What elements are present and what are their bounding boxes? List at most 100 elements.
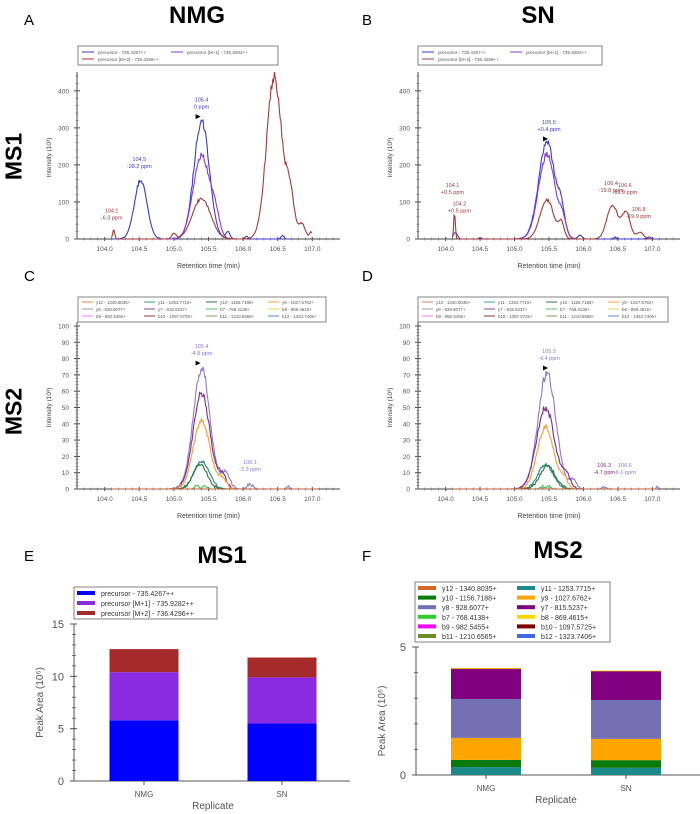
y-tick-label: 30 — [403, 438, 411, 445]
legend: y12 - 1340.8035+ y11 - 1253.7715+ y10 - 11… — [414, 581, 611, 643]
legend-label: y11 - 1253.7715+ — [498, 300, 532, 305]
legend-label: y9 - 1027.6762+ — [622, 300, 654, 305]
bar-segment — [451, 767, 521, 775]
legend-swatch — [517, 624, 535, 629]
peak-annotation-ppm: +0.5 ppm — [441, 190, 465, 196]
legend-swatch — [77, 591, 95, 595]
bar-segment — [109, 672, 179, 721]
series-line — [111, 460, 319, 490]
peak-annotation-ppm: -19.8 ppm — [599, 188, 624, 194]
legend-label: precursor [M+2] - 736.4296++ — [438, 57, 499, 62]
peak-annotation-ppm: -4.7 ppm — [593, 470, 615, 476]
panel-letter-b: B — [362, 12, 373, 29]
legend: y12 - 1340.8035+ y11 - 1253.7715+ y10 - 11… — [417, 296, 669, 323]
x-tick-label: 106.5 — [270, 246, 287, 253]
x-tick-label: 105.5 — [200, 246, 217, 253]
x-tick-label: NMG — [135, 790, 154, 799]
legend-label: y8 - 928.6077+ — [96, 307, 126, 312]
legend-label: precursor [M+1] - 735.9282++ — [187, 50, 248, 55]
legend-label: precursor - 735.4267++ — [98, 50, 146, 55]
x-tick-label: 106.5 — [270, 496, 287, 503]
x-tick-label: 104.5 — [131, 496, 148, 503]
legend-label: precursor [M+2] - 736.4296++ — [98, 57, 159, 62]
legend: y12 - 1340.8035+ y11 - 1253.7715+ y10 - 11… — [77, 296, 327, 323]
legend-label: b11 - 1210.6565+ — [442, 634, 497, 641]
legend-label: y11 - 1253.7715+ — [541, 586, 595, 593]
y-axis-label: Peak Area (10⁶) — [377, 686, 388, 757]
legend-label: b7 - 768.4138+ — [560, 307, 590, 312]
x-tick-label: 104.5 — [472, 496, 489, 503]
x-tick-label: 106.0 — [575, 246, 592, 253]
y-tick-label: 100 — [58, 199, 69, 206]
x-tick-label: 105.0 — [506, 496, 523, 503]
legend-label: b7 - 768.4138+ — [220, 307, 250, 312]
panel-letter-c: C — [24, 268, 35, 285]
legend-box — [417, 45, 603, 66]
y-tick-label: 30 — [62, 438, 70, 445]
bar-segment — [109, 649, 179, 673]
peak-annotation-ppm: +0.5 ppm — [448, 208, 472, 214]
legend-box — [414, 581, 611, 643]
panel-letter-a: A — [24, 12, 35, 29]
bar-segment — [247, 677, 317, 724]
series-line — [111, 391, 319, 490]
peak-annotation-ppm: -19.9 ppm — [626, 214, 651, 220]
y-tick-label: 0 — [58, 776, 64, 788]
y-tick-label: 0 — [406, 237, 410, 244]
legend-swatch — [517, 634, 535, 638]
y-tick-label: 90 — [403, 340, 411, 347]
panel-letter-d: D — [362, 268, 373, 285]
bar-segment — [451, 737, 521, 760]
legend-label: b10 - 1097.5725+ — [498, 314, 533, 319]
legend-swatch — [517, 605, 535, 610]
legend-box — [417, 296, 669, 323]
column-title-sn: SN — [521, 2, 555, 29]
legend-label: y11 - 1253.7715+ — [158, 300, 192, 305]
bar-segment — [591, 699, 661, 739]
legend-label: y9 - 1027.6762+ — [282, 300, 314, 305]
legend-swatch — [418, 634, 436, 638]
legend-label: b9 - 982.5455+ — [442, 624, 489, 631]
x-tick-label: 104.0 — [437, 496, 454, 503]
apex-marker-icon — [195, 360, 201, 366]
y-tick-label: 0 — [65, 487, 69, 494]
legend-swatch — [517, 595, 535, 600]
peak-annotation-ppm: -6.3 ppm — [101, 216, 123, 222]
legend-label: b12 - 1323.7406+ — [541, 634, 596, 641]
x-tick-label: 106.0 — [235, 246, 252, 253]
legend-label: y12 - 1340.8035+ — [436, 300, 471, 305]
legend-label: b12 - 1323.7406+ — [282, 314, 317, 319]
y-tick-label: 10 — [403, 470, 411, 477]
x-tick-label: 104.5 — [131, 246, 148, 253]
bar-segment — [451, 698, 521, 738]
legend-label: precursor [M+2] - 736.4296++ — [101, 611, 194, 618]
x-axis-label: Replicate — [535, 795, 577, 806]
peak-annotation-ppm: -19.9 ppm — [612, 190, 637, 196]
y-tick-label: 0 — [406, 487, 410, 494]
x-tick-label: NMG — [477, 784, 496, 793]
legend-label: b8 - 869.4615+ — [622, 307, 652, 312]
legend-label: b9 - 982.5455+ — [436, 314, 466, 319]
y-tick-label: 200 — [58, 162, 69, 169]
bar-segment — [451, 669, 521, 699]
y-tick-label: 20 — [403, 454, 411, 461]
y-tick-label: 100 — [58, 324, 69, 331]
peak-annotation-rt: 105.5 — [542, 349, 556, 355]
y-tick-label: 40 — [62, 421, 70, 428]
x-tick-label: 106.5 — [610, 246, 627, 253]
chart-panel-f: MS2 0 5 NMG SN Replicate Peak Area (10⁶) y12 - … — [377, 537, 700, 806]
chart-panel-a: 0 100 200 300 400 104.0 104.5 105.0 105.5 106.0 10… — [46, 45, 340, 270]
y-axis-label: Intensity (10³) — [46, 388, 53, 428]
apex-marker-icon — [543, 365, 548, 371]
peak-annotation-rt: 106.6 — [618, 463, 632, 469]
legend: precursor - 735.4267++ precursor [M+1] - … — [73, 586, 218, 620]
x-tick-label: 105.0 — [166, 496, 183, 503]
x-tick-label: 104.0 — [97, 246, 114, 253]
y-tick-label: 50 — [62, 405, 70, 412]
chart-panel-e: MS1 0 5 10 15 NMG SN Replicate Peak Area (10⁶) pr… — [35, 542, 350, 812]
legend-label: y7 - 815.5237+ — [498, 307, 528, 312]
chart-title: MS2 — [533, 537, 582, 564]
x-tick-label: 107.0 — [644, 496, 661, 503]
y-tick-label: 70 — [403, 372, 411, 379]
x-tick-label: 104.5 — [472, 246, 489, 253]
